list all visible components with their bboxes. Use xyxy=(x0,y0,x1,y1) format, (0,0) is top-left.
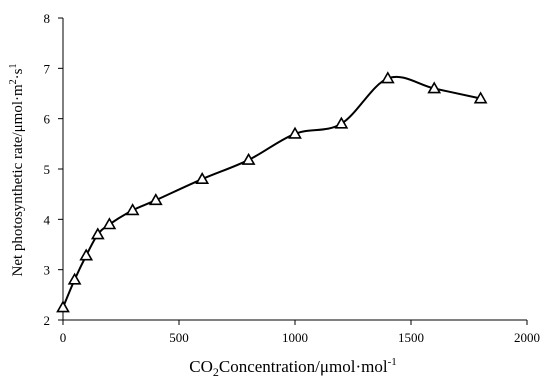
data-point-marker xyxy=(473,91,488,104)
data-point-marker xyxy=(380,71,395,84)
data-point-marker xyxy=(90,227,105,240)
series-line xyxy=(62,76,481,308)
x-axis-title: CO2Concentration/μmol·mol-1 xyxy=(189,356,397,379)
x-tick-label: 2000 xyxy=(514,330,540,345)
y-tick-label: 6 xyxy=(44,112,51,127)
data-point-marker xyxy=(427,81,442,94)
data-point-marker xyxy=(79,248,94,261)
data-point-marker xyxy=(241,152,256,165)
markers xyxy=(56,71,488,313)
x-tick-label: 0 xyxy=(60,330,67,345)
y-tick-label: 5 xyxy=(44,162,51,177)
ticks: 2 3 4 5 6 7 8 0 500 1000 1500 2000 xyxy=(44,11,541,345)
data-point-marker xyxy=(56,300,70,313)
y-tick-label: 7 xyxy=(44,61,51,76)
data-point-marker xyxy=(148,193,163,206)
data-point-marker xyxy=(125,203,140,216)
axes xyxy=(62,18,527,321)
y-tick-label: 8 xyxy=(44,11,51,26)
x-tick-label: 500 xyxy=(169,330,189,345)
y-tick-label: 3 xyxy=(44,263,51,278)
y-tick-label: 2 xyxy=(44,313,51,328)
y-axis-title: Net photosynthetic rate/μmol·m2·s1 xyxy=(8,63,26,276)
x-tick-label: 1500 xyxy=(398,330,424,345)
data-point-marker xyxy=(334,116,349,129)
data-point-marker xyxy=(195,171,210,184)
data-point-marker xyxy=(288,126,302,139)
data-point-marker xyxy=(67,272,82,285)
data-point-marker xyxy=(102,217,117,230)
y-tick-label: 4 xyxy=(44,212,51,227)
x-tick-label: 1000 xyxy=(282,330,308,345)
